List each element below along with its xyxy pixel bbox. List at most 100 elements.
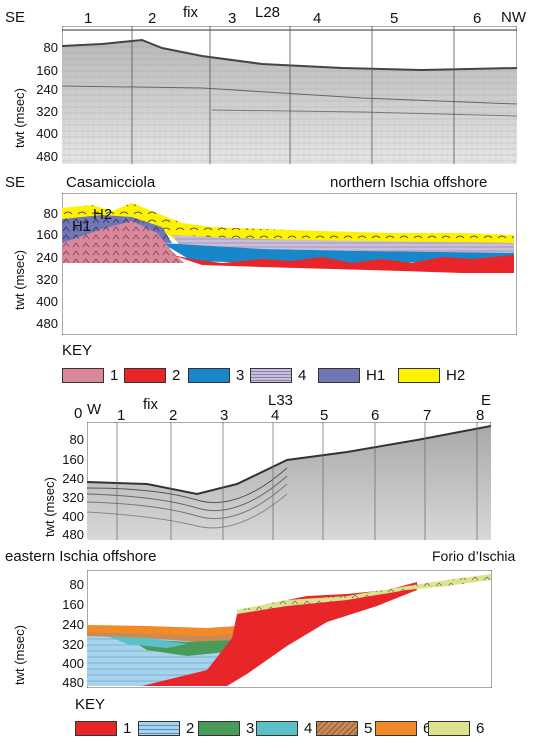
key1-item-4: 4 xyxy=(250,367,306,384)
panel3-ytick: 480 xyxy=(62,527,84,542)
panel2-left-place: Casamicciola xyxy=(66,174,156,191)
panel3-seismic-image xyxy=(87,422,491,540)
panel3-line-name: L33 xyxy=(268,392,294,409)
panel2-unit-label-h1: H1 xyxy=(72,218,92,235)
key2-swatch xyxy=(256,721,298,736)
panel2-ytick: 480 xyxy=(36,316,58,331)
panel3-left-direction: W xyxy=(87,401,102,418)
key2-label: 4 xyxy=(304,720,313,737)
panel2-ytick: 160 xyxy=(36,227,58,242)
panel3-fix-5: 5 xyxy=(320,407,329,424)
panel3-fix-8: 8 xyxy=(476,407,485,424)
key2-item-1: 1 xyxy=(75,720,131,737)
panel4-ytick: 240 xyxy=(62,617,84,632)
panel1-left-direction: SE xyxy=(5,9,26,26)
panel4-y-axis-label: twt (msec) xyxy=(12,625,27,685)
panel2-ytick: 80 xyxy=(43,206,58,221)
key1-label: 2 xyxy=(172,367,181,384)
panel3-zero-label: 0 xyxy=(74,405,83,422)
panel1-ytick: 320 xyxy=(36,104,58,119)
panel3-fix-4: 4 xyxy=(271,407,280,424)
panel4-right-place: Forio d’Ischia xyxy=(432,548,516,564)
key1-label: H1 xyxy=(366,367,386,384)
key1-swatch xyxy=(124,368,166,383)
panel4-ytick: 160 xyxy=(62,597,84,612)
key2-swatch xyxy=(428,721,470,736)
key1-swatch xyxy=(398,368,440,383)
panel1-fix-label: fix xyxy=(183,4,198,21)
panel3-right-direction: E xyxy=(481,392,492,409)
key2-label: 3 xyxy=(246,720,255,737)
panel3-fix-1: 1 xyxy=(117,407,126,424)
panel1-fix-1: 1 xyxy=(84,10,93,27)
panel4-interpretation xyxy=(87,570,492,688)
panel3-ytick: 160 xyxy=(62,452,84,467)
panel4-ytick: 80 xyxy=(69,577,84,592)
key2-label: 2 xyxy=(186,720,195,737)
key2-swatch xyxy=(138,721,180,736)
key2-label: 1 xyxy=(123,720,132,737)
key1-label: 1 xyxy=(110,367,119,384)
panel1-fix-2: 2 xyxy=(148,10,157,27)
key1-swatch xyxy=(188,368,230,383)
panel1-ytick: 80 xyxy=(43,40,58,55)
panel3-ytick: 240 xyxy=(62,471,84,486)
panel4-ytick: 400 xyxy=(62,656,84,671)
key1-swatch xyxy=(250,368,292,383)
key2-swatch xyxy=(316,721,358,736)
panel3-fix-3: 3 xyxy=(220,407,229,424)
key1-item-2: 2 xyxy=(124,367,180,384)
panel2-left-direction: SE xyxy=(5,174,26,191)
key2-item-4: 4 xyxy=(256,720,312,737)
key2-item-3: 3 xyxy=(198,720,254,737)
key2-label: 6 xyxy=(476,720,485,737)
key2-item-5: 5 xyxy=(316,720,372,737)
key1-label: 3 xyxy=(236,367,245,384)
panel3-ytick: 80 xyxy=(69,432,84,447)
panel1-fix-6: 6 xyxy=(473,10,482,27)
key2-title: KEY xyxy=(75,696,106,713)
key1-item-1: 1 xyxy=(62,367,118,384)
key2-swatch xyxy=(75,721,117,736)
panel1-ytick: 480 xyxy=(36,149,58,164)
panel1-ytick: 160 xyxy=(36,63,58,78)
panel2-ytick: 400 xyxy=(36,294,58,309)
key2-swatch xyxy=(198,721,240,736)
panel3-ytick: 320 xyxy=(62,490,84,505)
key1-item-h1: H1 xyxy=(318,367,385,384)
panel1-ytick: 400 xyxy=(36,126,58,141)
panel2-ytick: 240 xyxy=(36,250,58,265)
key1-swatch xyxy=(318,368,360,383)
panel3-fix-2: 2 xyxy=(169,407,178,424)
key2-label: 6 xyxy=(423,720,431,737)
panel1-fix-3: 3 xyxy=(228,10,237,27)
panel3-ytick: 400 xyxy=(62,509,84,524)
key2-swatch xyxy=(375,721,417,736)
key1-item-h2: H2 xyxy=(398,367,465,384)
panel4-ytick: 480 xyxy=(62,675,84,690)
panel1-line-name: L28 xyxy=(255,4,281,21)
panel1-fix-5: 5 xyxy=(390,10,399,27)
key2-label: 5 xyxy=(364,720,373,737)
panel1-seismic-image xyxy=(62,26,517,164)
key1-item-3: 3 xyxy=(188,367,244,384)
panel2-right-place: northern Ischia offshore xyxy=(330,174,488,191)
panel3-fix-6: 6 xyxy=(371,407,380,424)
panel2-unit-label-h2: H2 xyxy=(93,206,113,223)
panel1-ytick: 240 xyxy=(36,82,58,97)
key2-item-6: 6 xyxy=(375,720,431,737)
panel4-left-place: eastern Ischia offshore xyxy=(5,548,157,565)
key2-item-2: 2 xyxy=(138,720,194,737)
panel2-interpretation xyxy=(62,193,517,335)
panel1-right-direction: NW xyxy=(501,9,526,26)
key1-label: H2 xyxy=(446,367,466,384)
panel3-fix-label: fix xyxy=(143,396,158,413)
key1-swatch xyxy=(62,368,104,383)
key1-title: KEY xyxy=(62,342,93,359)
panel3-fix-7: 7 xyxy=(423,407,432,424)
panel1-fix-4: 4 xyxy=(313,10,322,27)
panel4-ytick: 320 xyxy=(62,637,84,652)
key2-item-6b: 6 xyxy=(428,720,484,737)
panel2-ytick: 320 xyxy=(36,272,58,287)
key1-label: 4 xyxy=(298,367,307,384)
